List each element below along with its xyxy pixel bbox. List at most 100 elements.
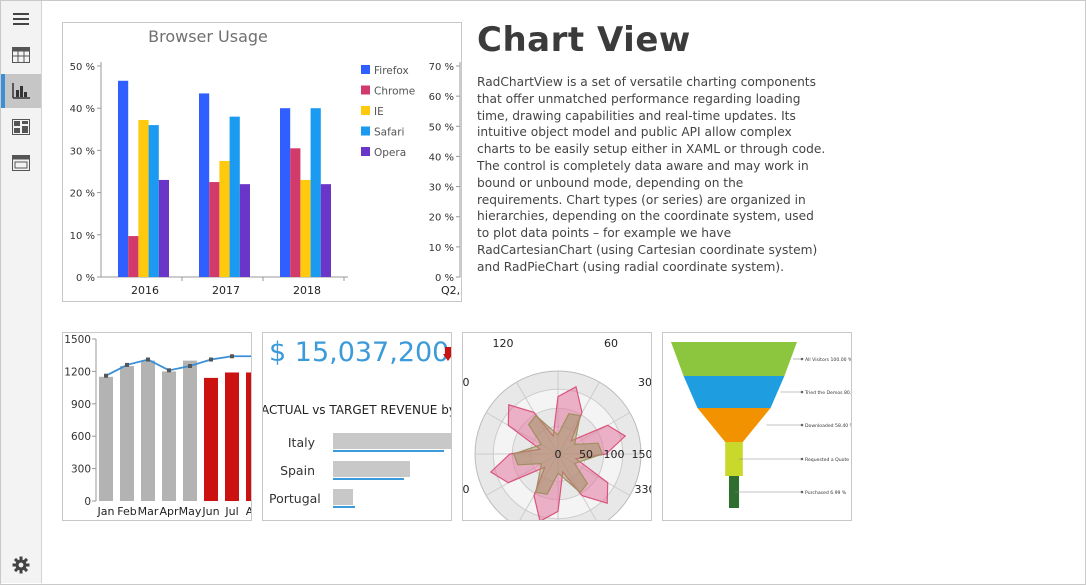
revenue-kpi-card[interactable]: $ 15,037,200 ACTUAL vs TARGET REVENUE by…: [262, 332, 452, 521]
secondary-y-tick-label: 20 %: [429, 213, 454, 224]
x-tick-label: Au: [246, 505, 252, 518]
x-tick-label: May: [179, 505, 202, 518]
bar-safari-2016: [148, 125, 159, 277]
bar-chrome-2016: [128, 236, 139, 277]
legend-label-opera: Opera: [374, 147, 406, 159]
x-tick-label: Jun: [201, 505, 219, 518]
revenue-total-value: $ 15,037,200: [269, 337, 450, 368]
funnel-stage-label: Purchased 6.99 %: [805, 490, 847, 496]
trend-line: [105, 355, 251, 377]
menu-button[interactable]: [1, 2, 41, 36]
bar-chrome-2017: [209, 182, 220, 277]
legend-swatch-chrome: [361, 85, 370, 95]
y-tick-label: 300: [71, 464, 91, 476]
legend-swatch-safari: [361, 126, 370, 136]
y-tick-label: 20 %: [70, 189, 95, 200]
bar-jul: [225, 372, 239, 501]
funnel-leader-dot: [800, 423, 804, 427]
legend-label-chrome: Chrome: [374, 86, 415, 98]
x-tick-label: Mar: [138, 505, 159, 518]
target-bar: [333, 489, 354, 505]
legend-label-ie: IE: [374, 106, 384, 118]
trend-point: [188, 364, 192, 368]
revenue-chart-title: ACTUAL vs TARGET REVENUE by CO: [262, 403, 451, 417]
radial-tick-label: 150: [632, 448, 653, 461]
y-tick-label: 1500: [64, 334, 91, 346]
secondary-y-tick-label: 70 %: [429, 62, 454, 73]
page-title: Chart View: [477, 20, 691, 60]
secondary-y-tick-label: 50 %: [429, 122, 454, 133]
actual-bar: [333, 506, 356, 508]
menu-icon: [13, 13, 29, 25]
funnel-stage-3: [697, 408, 771, 442]
browser-usage-card[interactable]: Browser Usage 0 % 10 % 20 % 30 % 40 % 50 % 0 % 1…: [62, 22, 462, 302]
nav-item-grid[interactable]: [1, 38, 41, 72]
reports-icon: [12, 155, 30, 171]
bar-opera-2016: [158, 179, 169, 277]
x-tick-label: Apr: [159, 505, 179, 518]
funnel-leader-dot: [800, 490, 804, 494]
bar-chrome-2018: [290, 148, 301, 277]
bar-jan: [99, 376, 113, 501]
angle-label: 60: [604, 337, 618, 350]
funnel-leader-dot: [800, 357, 804, 361]
x-tick-label: Jul: [224, 505, 238, 518]
y-tick-label: 30 %: [70, 146, 95, 157]
bar-safari-2017: [229, 116, 240, 277]
trend-point: [167, 368, 171, 373]
nav-item-reports[interactable]: [1, 146, 41, 180]
funnel-chart: All Visitors 100.00 % Tried the Demos 80.…: [671, 342, 852, 508]
funnel-stage-1: [671, 342, 797, 376]
angle-label: 120: [493, 337, 514, 350]
funnel-stage-5: [728, 476, 740, 508]
y-tick-label: 0: [84, 496, 91, 508]
actual-bar: [333, 450, 444, 452]
bar-opera-2017: [239, 184, 250, 277]
y-tick-label: 600: [71, 431, 91, 443]
tiles-icon: [12, 119, 30, 135]
angle-label: 330: [635, 483, 653, 496]
secondary-y-tick-label: 10 %: [429, 243, 454, 254]
trend-point: [209, 357, 213, 362]
y-tick-label: 0 %: [76, 273, 95, 284]
legend-swatch-ie: [361, 106, 370, 115]
bar-firefox-2016: [118, 80, 129, 277]
nav-item-tiles[interactable]: [1, 110, 41, 144]
y-tick-label: 40 %: [70, 104, 95, 115]
legend-swatch-firefox: [361, 65, 370, 74]
funnel-stage-label: Requested a Quote 13.63 %: [805, 457, 852, 463]
trend-point: [146, 357, 150, 362]
legend-label-firefox: Firefox: [374, 65, 409, 77]
funnel-stage-label: All Visitors 100.00 %: [805, 357, 852, 363]
funnel-chart-card[interactable]: All Visitors 100.00 % Tried the Demos 80.…: [662, 332, 852, 521]
funnel-stage-4: [725, 442, 743, 476]
secondary-y-tick-label: 0 %: [435, 273, 454, 284]
bar-opera-2018: [320, 184, 331, 277]
down-arrow-icon: [443, 347, 451, 361]
bar-ie-2016: [138, 120, 149, 278]
nav-item-charts[interactable]: [1, 74, 41, 108]
x-tick-label: Feb: [117, 505, 136, 518]
polar-chart-card[interactable]: 0 50 100 150 120 60 150 30 210 330: [462, 332, 652, 521]
y-tick-label: 1200: [64, 366, 91, 378]
target-bar: [333, 433, 451, 449]
trend-point: [125, 362, 129, 367]
bar-safari-2018: [310, 108, 321, 277]
angle-label: 150: [463, 376, 470, 389]
bar-jun: [204, 377, 218, 501]
polar-series-2: [512, 413, 604, 495]
funnel-leader-dot: [800, 390, 804, 394]
trend-point: [104, 373, 108, 378]
funnel-stage-label: Downloaded 58.40 %: [805, 423, 852, 429]
x-tick-label: 2018: [293, 284, 321, 297]
funnel-stage-2: [683, 376, 785, 408]
country-label: Italy: [287, 435, 315, 450]
bar-au: [246, 372, 251, 501]
bar-ie-2018: [300, 179, 311, 277]
settings-button[interactable]: [1, 548, 41, 582]
country-label: Portugal: [269, 491, 321, 506]
navigation-rail: [1, 1, 42, 583]
chart-icon: [12, 83, 30, 99]
